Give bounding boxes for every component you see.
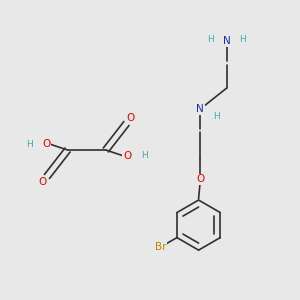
Text: O: O — [123, 151, 131, 161]
Text: O: O — [127, 113, 135, 123]
Text: H: H — [214, 112, 220, 121]
Text: O: O — [42, 139, 50, 149]
Text: N: N — [223, 36, 230, 46]
Text: H: H — [239, 35, 246, 44]
Text: H: H — [207, 35, 214, 44]
Text: O: O — [38, 177, 47, 187]
Text: N: N — [196, 104, 204, 114]
Text: H: H — [26, 140, 33, 148]
Text: H: H — [141, 152, 148, 160]
Text: Br: Br — [154, 242, 166, 252]
Text: O: O — [196, 174, 204, 184]
